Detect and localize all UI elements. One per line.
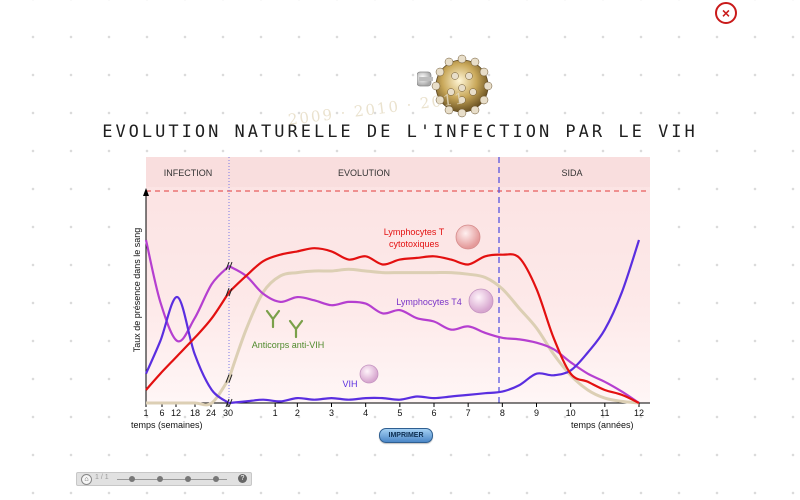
x-years-axis-label: temps (années)	[571, 420, 634, 430]
series-line-anticorps-weeks	[146, 377, 231, 407]
phase-header-band	[146, 157, 650, 187]
phase-label-evolution: EVOLUTION	[338, 168, 390, 178]
progress-track	[117, 479, 227, 480]
series-line-t4-weeks	[144, 239, 230, 343]
nav-dot-4[interactable]	[213, 476, 219, 482]
nav-dot-1[interactable]	[129, 476, 135, 482]
series-label-anticorps: Anticorps anti-VIH	[252, 340, 325, 350]
y-axis-label: Taux de présence dans le sang	[132, 228, 142, 353]
vih-particle-icon	[359, 364, 379, 384]
plot-background	[146, 157, 650, 403]
cell-illustrations	[265, 224, 494, 384]
series-label-vih: VIH	[342, 379, 357, 389]
series-line-t4-years	[228, 265, 640, 404]
close-button[interactable]: ×	[715, 2, 737, 24]
t4-cell-icon	[468, 288, 494, 314]
x-year-tick-label: 1	[273, 408, 278, 418]
home-icon[interactable]: ⌂	[81, 474, 92, 485]
axis-break-marker	[225, 261, 233, 271]
x-year-tick-label: 5	[397, 408, 402, 418]
axis-break-marker	[225, 398, 233, 408]
x-week-tick-label: 30	[223, 408, 233, 418]
phase-label-infection: INFECTION	[164, 168, 213, 178]
x-year-tick-label: 2	[295, 408, 300, 418]
x-year-tick-label: 12	[634, 408, 644, 418]
virus-illustration	[417, 54, 493, 118]
x-week-tick-label: 12	[171, 408, 181, 418]
axis-break-marker	[225, 374, 233, 383]
navigation-bar: ⌂ 1 / 1 ?	[76, 472, 252, 486]
axis-break-marker	[225, 287, 233, 297]
series-line-t_cyto-years	[228, 247, 640, 404]
x-year-tick-label: 4	[363, 408, 368, 418]
phase-label-sida: SIDA	[561, 168, 582, 178]
y-axis-arrow	[143, 188, 149, 196]
x-year-tick-label: 10	[566, 408, 576, 418]
x-year-tick-label: 11	[600, 408, 609, 418]
help-icon[interactable]: ?	[238, 474, 247, 483]
x-year-tick-label: 9	[534, 408, 539, 418]
cytotoxic-cell-icon	[455, 224, 481, 250]
x-week-tick-label: 24	[206, 408, 216, 418]
series-label-t4: Lymphocytes T4	[396, 297, 462, 307]
series-line-t_cyto-weeks	[145, 291, 230, 391]
nav-dot-3[interactable]	[185, 476, 191, 482]
antibody-icon	[265, 309, 304, 339]
x-week-tick-label: 1	[143, 408, 148, 418]
x-year-tick-label: 3	[329, 408, 334, 418]
series-line-vih-years	[228, 239, 641, 405]
series-label-t_cyto: cytotoxiques	[389, 239, 440, 249]
x-year-tick-label: 6	[431, 408, 436, 418]
series-line-vih-weeks	[144, 295, 230, 404]
x-week-tick-label: 18	[190, 408, 200, 418]
x-year-tick-label: 7	[466, 408, 471, 418]
x-week-tick-label: 6	[159, 408, 164, 418]
x-year-tick-label: 8	[500, 408, 505, 418]
nav-dot-2[interactable]	[157, 476, 163, 482]
page-indicator: 1 / 1	[95, 474, 109, 481]
print-button[interactable]: IMPRIMER	[379, 428, 433, 443]
page-title: Evolution naturelle de l'infection par l…	[102, 122, 698, 142]
x-weeks-axis-label: temps (semaines)	[131, 420, 203, 430]
series-label-t_cyto: Lymphocytes T	[384, 227, 445, 237]
